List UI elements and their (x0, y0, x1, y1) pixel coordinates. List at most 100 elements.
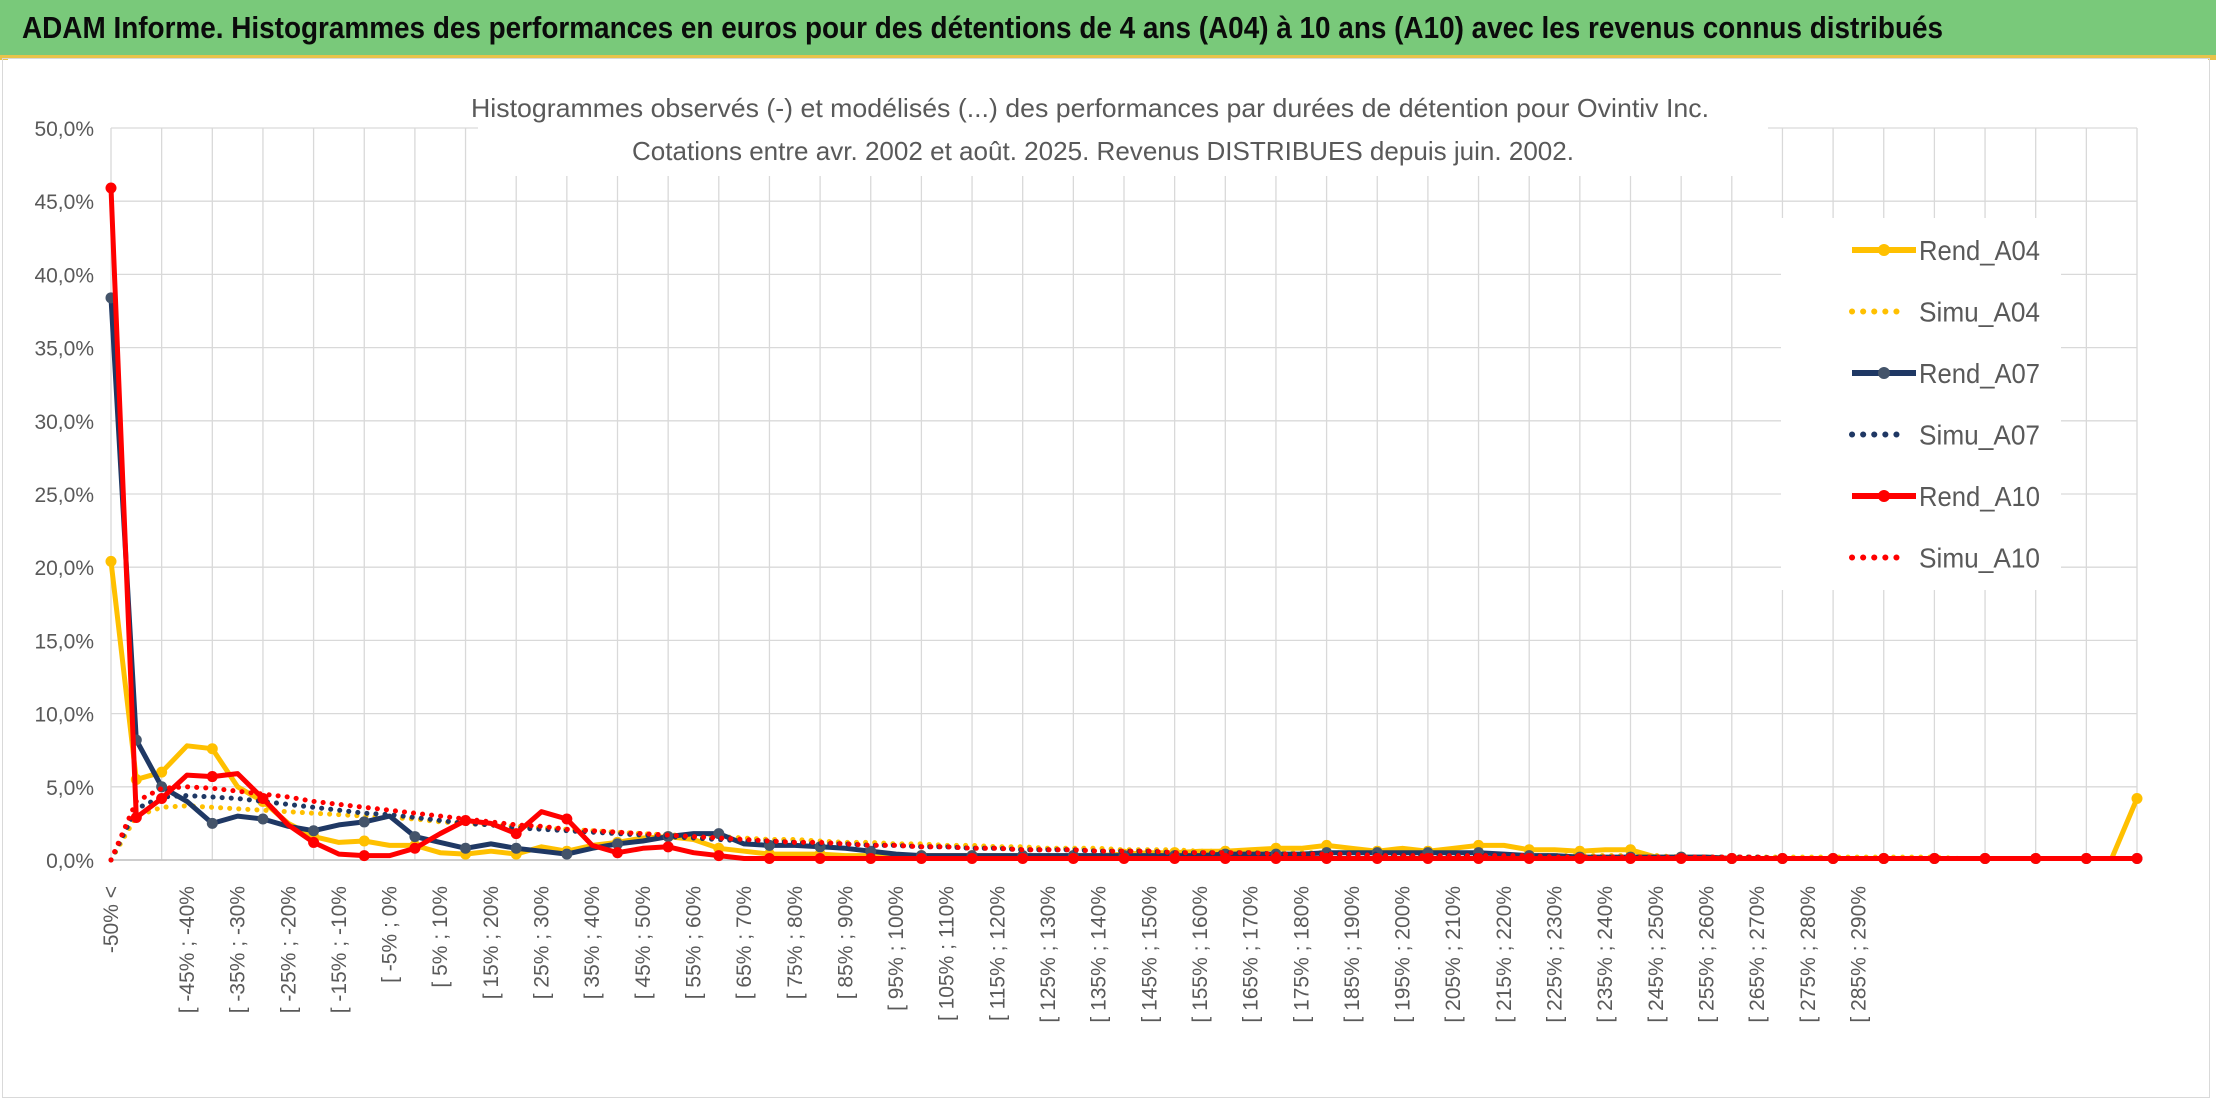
data-point-Rend_A10 (105, 182, 117, 194)
x-tick-label: [ -5% ; 0% (379, 886, 402, 983)
legend-label: Rend_A04 (1919, 235, 2040, 266)
x-tick-label: [ 205% ; 210% (1442, 886, 1465, 1023)
x-tick-label: [ 215% ; 220% (1493, 886, 1516, 1023)
data-point-Rend_A10 (358, 850, 370, 862)
data-point-Rend_A10 (409, 842, 421, 854)
x-tick-label: [ 195% ; 200% (1392, 886, 1415, 1023)
data-point-Rend_A10 (1067, 853, 1079, 865)
data-point-Rend_A10 (2131, 853, 2143, 865)
data-point-Rend_A10 (713, 850, 725, 862)
chart-area (2, 58, 2210, 1098)
data-point-Rend_A10 (1928, 853, 1940, 865)
chart-series (105, 182, 2143, 865)
x-tick-label: [ 45% ; 50% (632, 886, 655, 999)
data-point-Rend_A07 (561, 848, 573, 860)
x-tick-label: [ 115% ; 120% (986, 886, 1009, 1021)
y-tick-label: 15,0% (34, 630, 94, 653)
legend-item-Simu_A10: Simu_A10 (1849, 543, 2040, 574)
series-Rend_A10 (105, 182, 2143, 865)
data-point-Rend_A07 (358, 816, 370, 828)
legend-background (1781, 218, 2061, 590)
legend-item-Simu_A07: Simu_A07 (1849, 420, 2040, 451)
x-tick-label: [ 85% ; 90% (834, 886, 857, 999)
legend-marker (1878, 244, 1890, 256)
x-tick-label: [ -25% ; -20% (277, 886, 300, 1013)
y-tick-label: 35,0% (34, 338, 94, 361)
series-line-Simu_A07 (108, 793, 2140, 863)
x-tick-label: [ -15% ; -10% (328, 886, 351, 1013)
x-tick-label: [ -45% ; -40% (176, 886, 199, 1013)
data-point-Rend_A10 (1017, 853, 1029, 865)
y-tick-label: 10,0% (34, 704, 94, 727)
data-point-Rend_A10 (1219, 853, 1231, 865)
data-point-Rend_A10 (1776, 853, 1788, 865)
y-axis: 0,0% 5,0% 10,0% 15,0% 20,0% 25,0% 30,0% 35,0% 40… (34, 118, 94, 873)
data-point-Rend_A07 (308, 825, 320, 837)
x-tick-label: [ 95% ; 100% (885, 886, 908, 1011)
data-point-Rend_A10 (966, 853, 978, 865)
x-tick-label: [ 265% ; 270% (1746, 886, 1769, 1023)
x-tick-label: [ 155% ; 160% (1189, 886, 1212, 1023)
data-point-Rend_A10 (308, 836, 320, 848)
data-point-Rend_A10 (1169, 853, 1181, 865)
x-tick-label: -50% < (100, 886, 123, 953)
data-point-Rend_A10 (763, 853, 775, 865)
report-banner: ADAM Informe. Histogrammes des performan… (0, 0, 2216, 58)
y-tick-label: 20,0% (34, 557, 94, 580)
data-point-Rend_A10 (156, 793, 168, 805)
data-point-Rend_A10 (206, 771, 218, 783)
y-tick-label: 30,0% (34, 411, 94, 434)
chart-subtitle: Cotations entre avr. 2002 et août. 2025.… (632, 136, 1574, 166)
data-point-Rend_A10 (561, 813, 573, 825)
data-point-Rend_A10 (662, 841, 674, 853)
data-point-Rend_A07 (257, 813, 269, 825)
data-point-Rend_A10 (1270, 853, 1282, 865)
legend-label: Rend_A10 (1919, 481, 2040, 512)
x-tick-label: [ -35% ; -30% (227, 886, 250, 1013)
data-point-Rend_A10 (130, 812, 142, 824)
legend-label: Simu_A07 (1919, 420, 2040, 451)
x-axis: -50% < [ -45% ; -40% [ -35% ; -30% [ -25% ;… (100, 859, 2137, 1023)
x-tick-label: [ 25% ; 30% (531, 886, 554, 999)
data-point-Rend_A07 (460, 842, 472, 854)
x-tick-label: [ 235% ; 240% (1594, 886, 1617, 1023)
legend-item-Simu_A04: Simu_A04 (1849, 297, 2040, 328)
report-title: ADAM Informe. Histogrammes des performan… (22, 9, 1944, 45)
chart-legend: Rend_A04 Simu_A04 Rend_A07 Simu_A07 Rend_A10… (1849, 235, 2040, 574)
data-point-Rend_A10 (814, 853, 826, 865)
x-tick-label: [ 105% ; 110% (936, 886, 959, 1021)
legend-item-Rend_A04: Rend_A04 (1852, 235, 2040, 266)
x-tick-label: [ 285% ; 290% (1847, 886, 1870, 1023)
x-tick-label: [ 135% ; 140% (1088, 886, 1111, 1023)
y-tick-label: 0,0% (46, 850, 94, 873)
data-point-Rend_A07 (510, 842, 522, 854)
y-tick-label: 45,0% (34, 191, 94, 214)
x-tick-label: [ 275% ; 280% (1797, 886, 1820, 1023)
x-tick-label: [ 225% ; 230% (1544, 886, 1567, 1023)
legend-marker (1878, 367, 1890, 379)
x-tick-label: [ 15% ; 20% (480, 886, 503, 999)
data-point-Rend_A10 (865, 853, 877, 865)
data-point-Rend_A10 (612, 847, 623, 859)
data-point-Rend_A10 (1118, 853, 1130, 865)
data-point-Rend_A04 (105, 555, 117, 567)
data-point-Rend_A10 (510, 828, 522, 840)
chart-gridlines (110, 127, 2138, 861)
x-tick-label: [ 165% ; 170% (1240, 886, 1263, 1023)
x-tick-label: [ 55% ; 60% (682, 886, 705, 999)
y-tick-label: 25,0% (34, 484, 94, 507)
x-tick-label: [ 175% ; 180% (1290, 886, 1313, 1023)
data-point-Rend_A10 (2030, 853, 2042, 865)
x-tick-label: [ 145% ; 150% (1138, 886, 1161, 1023)
title-background (478, 84, 1768, 176)
legend-label: Simu_A04 (1919, 297, 2040, 328)
x-tick-label: [ 185% ; 190% (1341, 886, 1364, 1023)
data-point-Rend_A07 (612, 838, 623, 850)
series-Simu_A10 (108, 784, 2140, 863)
y-tick-label: 5,0% (46, 777, 94, 800)
chart-title: Histogrammes observés (-) et modélisés (… (471, 93, 1709, 123)
data-point-Rend_A04 (2131, 793, 2143, 805)
data-point-Rend_A07 (409, 831, 421, 843)
y-tick-label: 50,0% (34, 118, 94, 141)
